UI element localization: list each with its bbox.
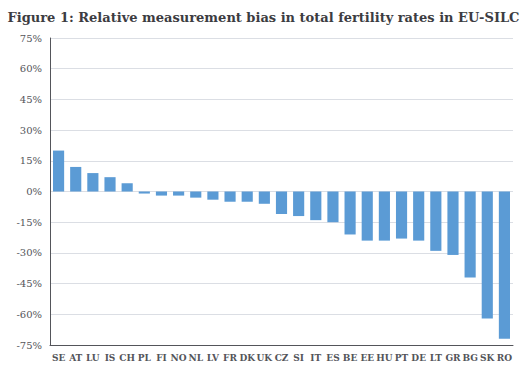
svg-text:CZ: CZ (275, 353, 289, 363)
svg-text:RO: RO (497, 353, 512, 363)
svg-text:GR: GR (445, 353, 461, 363)
svg-text:SE: SE (52, 353, 65, 363)
svg-text:0%: 0% (26, 186, 42, 197)
svg-text:LU: LU (86, 353, 100, 363)
svg-text:SK: SK (480, 353, 495, 363)
svg-text:DE: DE (411, 353, 426, 363)
svg-text:AT: AT (68, 353, 82, 363)
svg-text:LT: LT (430, 353, 443, 363)
svg-text:BE: BE (343, 353, 358, 363)
svg-text:-15%: -15% (16, 217, 42, 228)
svg-text:CH: CH (119, 353, 135, 363)
svg-text:-45%: -45% (16, 278, 42, 289)
svg-text:DK: DK (239, 353, 256, 363)
svg-text:PT: PT (395, 353, 409, 363)
svg-text:IT: IT (310, 353, 321, 363)
svg-text:15%: 15% (20, 155, 42, 166)
svg-text:NL: NL (188, 353, 203, 363)
svg-text:LV: LV (207, 353, 220, 363)
svg-text:IS: IS (105, 353, 116, 363)
svg-text:-60%: -60% (16, 309, 42, 320)
svg-text:Figure 1: Relative measurement: Figure 1: Relative measurement bias in t… (8, 10, 520, 25)
svg-text:UK: UK (257, 353, 274, 363)
svg-text:-30%: -30% (16, 247, 42, 258)
svg-text:75%: 75% (20, 33, 42, 44)
svg-text:SI: SI (293, 353, 304, 363)
svg-text:PL: PL (138, 353, 152, 363)
svg-text:ES: ES (326, 353, 339, 363)
svg-text:45%: 45% (20, 94, 42, 105)
svg-text:HU: HU (376, 353, 393, 363)
svg-text:30%: 30% (20, 125, 42, 136)
svg-text:FR: FR (223, 353, 237, 363)
svg-text:EE: EE (360, 353, 374, 363)
svg-text:BG: BG (462, 353, 477, 363)
svg-text:FI: FI (156, 353, 167, 363)
svg-text:60%: 60% (20, 63, 42, 74)
svg-text:-75%: -75% (16, 340, 42, 351)
svg-text:NO: NO (171, 353, 187, 363)
